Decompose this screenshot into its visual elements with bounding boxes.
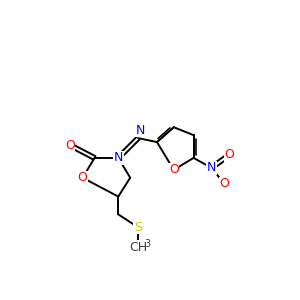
Text: N: N bbox=[114, 152, 123, 164]
Text: N: N bbox=[207, 161, 216, 174]
Text: N: N bbox=[114, 152, 123, 164]
Text: O: O bbox=[224, 148, 234, 161]
Text: N: N bbox=[135, 124, 145, 137]
Text: O: O bbox=[78, 171, 88, 184]
Text: O: O bbox=[65, 139, 75, 152]
Text: O: O bbox=[169, 163, 179, 176]
Text: 3: 3 bbox=[144, 239, 150, 249]
Text: S: S bbox=[134, 221, 142, 234]
Text: CH: CH bbox=[129, 241, 147, 254]
Text: O: O bbox=[219, 177, 229, 190]
